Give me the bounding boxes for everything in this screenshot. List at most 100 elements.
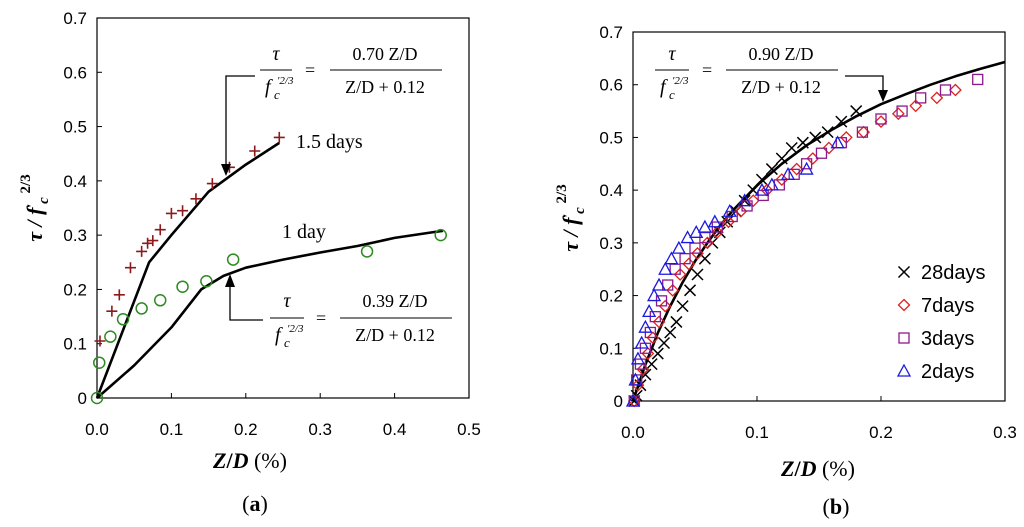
data-point (972, 73, 984, 86)
data-point (249, 145, 261, 157)
svg-text:Z/D + 0.12: Z/D + 0.12 (345, 77, 425, 97)
data-point (676, 300, 689, 313)
data-point (809, 131, 822, 144)
x-tick-label: 0.2 (869, 423, 893, 442)
x-tick-label: 0.2 (234, 420, 258, 439)
x-axis-title-a: Z/D (%) (212, 448, 287, 473)
y-tick-label: 0.1 (599, 339, 623, 358)
y-tick-label: 0.7 (63, 9, 87, 28)
data-point (691, 246, 704, 260)
data-points-a (90, 131, 447, 405)
data-point (664, 326, 677, 339)
svg-text:0.39 Z/D: 0.39 Z/D (363, 291, 428, 311)
data-point (669, 263, 681, 275)
legend-marker-3days (898, 332, 910, 344)
y-tick-label: 0.1 (63, 335, 87, 354)
data-point (790, 162, 804, 176)
data-point (799, 161, 814, 175)
svg-text:′2/3: ′2/3 (277, 75, 294, 87)
data-point (90, 391, 104, 405)
fit-1.5-days-curve (95, 141, 281, 399)
x-tick-label: 0.4 (383, 420, 407, 439)
y-axis-b: 0 0.1 0.2 0.3 0.4 0.5 0.6 0.7 (599, 23, 638, 411)
data-point (835, 115, 848, 128)
fit-all-curve (631, 60, 1006, 402)
data-point (666, 283, 680, 297)
data-point (930, 91, 944, 105)
y-tick-label: 0.3 (63, 226, 87, 245)
data-point (891, 107, 905, 121)
data-points-b (625, 73, 984, 408)
data-point (737, 193, 752, 207)
data-point (765, 163, 778, 176)
data-point (707, 214, 722, 228)
data-point (165, 207, 177, 219)
legend-label-7days: 7days (921, 295, 974, 317)
data-point (625, 393, 641, 407)
y-tick-label: 0.6 (63, 63, 87, 82)
data-point (821, 126, 834, 139)
svg-text:=: = (316, 308, 326, 328)
data-point (896, 105, 908, 117)
data-point (645, 358, 658, 371)
svg-text:=: = (305, 60, 315, 80)
legend-marker-28days (897, 265, 911, 279)
data-point (710, 225, 724, 239)
x-tick-label: 0.0 (621, 423, 645, 442)
svg-text:c: c (274, 87, 280, 102)
data-point (113, 289, 125, 301)
data-point (136, 245, 148, 257)
x-tick-label: 0.1 (160, 420, 184, 439)
data-point (628, 372, 643, 386)
y-tick-label: 0.4 (599, 181, 623, 200)
panel-b: 0 0.1 0.2 0.3 0.4 0.5 0.6 0.7 0.0 0.1 0.2 0.3 τ / … (554, 23, 1017, 519)
data-point (177, 205, 189, 217)
data-point (106, 305, 118, 317)
data-point (754, 182, 770, 196)
y-tick-label: 0 (614, 392, 623, 411)
data-point (154, 224, 166, 236)
fit-curves-a (95, 141, 444, 399)
data-point (856, 126, 869, 138)
svg-text:f: f (660, 76, 668, 98)
label-1-5-days: 1.5 days (296, 131, 363, 153)
x-axis-b: 0.0 0.1 0.2 0.3 (621, 396, 1017, 442)
data-point (764, 177, 779, 191)
svg-text:Z/D + 0.12: Z/D + 0.12 (355, 325, 435, 345)
x-tick-label: 0.5 (457, 420, 481, 439)
svg-text:τ: τ (272, 43, 280, 65)
y-tick-label: 0.4 (63, 172, 87, 191)
data-point (124, 262, 136, 274)
svg-text:τ / f′c 2/3: τ / f′c 2/3 (554, 184, 588, 251)
data-point (273, 131, 285, 143)
data-point (785, 141, 798, 155)
data-point (815, 147, 828, 159)
legend-marker-2days (896, 363, 912, 377)
x-tick-label: 0.3 (308, 420, 332, 439)
data-point (147, 235, 159, 247)
data-point (206, 178, 218, 190)
data-point (722, 215, 735, 229)
data-point (948, 83, 962, 97)
data-point (734, 204, 748, 218)
data-point (646, 331, 660, 345)
data-point (684, 284, 697, 297)
data-point (651, 347, 664, 360)
data-point (657, 336, 671, 350)
svg-text:τ: τ (668, 43, 676, 65)
svg-text:f: f (265, 76, 273, 98)
data-point (796, 136, 809, 149)
svg-text:0.90 Z/D: 0.90 Z/D (749, 44, 814, 64)
x-tick-label: 0.1 (745, 423, 769, 442)
data-point (722, 203, 737, 217)
svg-text:c: c (284, 335, 290, 350)
data-point (673, 268, 687, 281)
series-1-day (90, 228, 447, 405)
legend-label-28days: 28days (921, 262, 986, 284)
series-28days (628, 105, 863, 408)
legend-label-3days: 3days (921, 328, 974, 350)
data-point (850, 105, 863, 118)
y-axis-title-a: τ / f′c 2/3 (18, 174, 52, 241)
x-tick-label: 0.3 (993, 423, 1017, 442)
data-point (634, 335, 649, 349)
